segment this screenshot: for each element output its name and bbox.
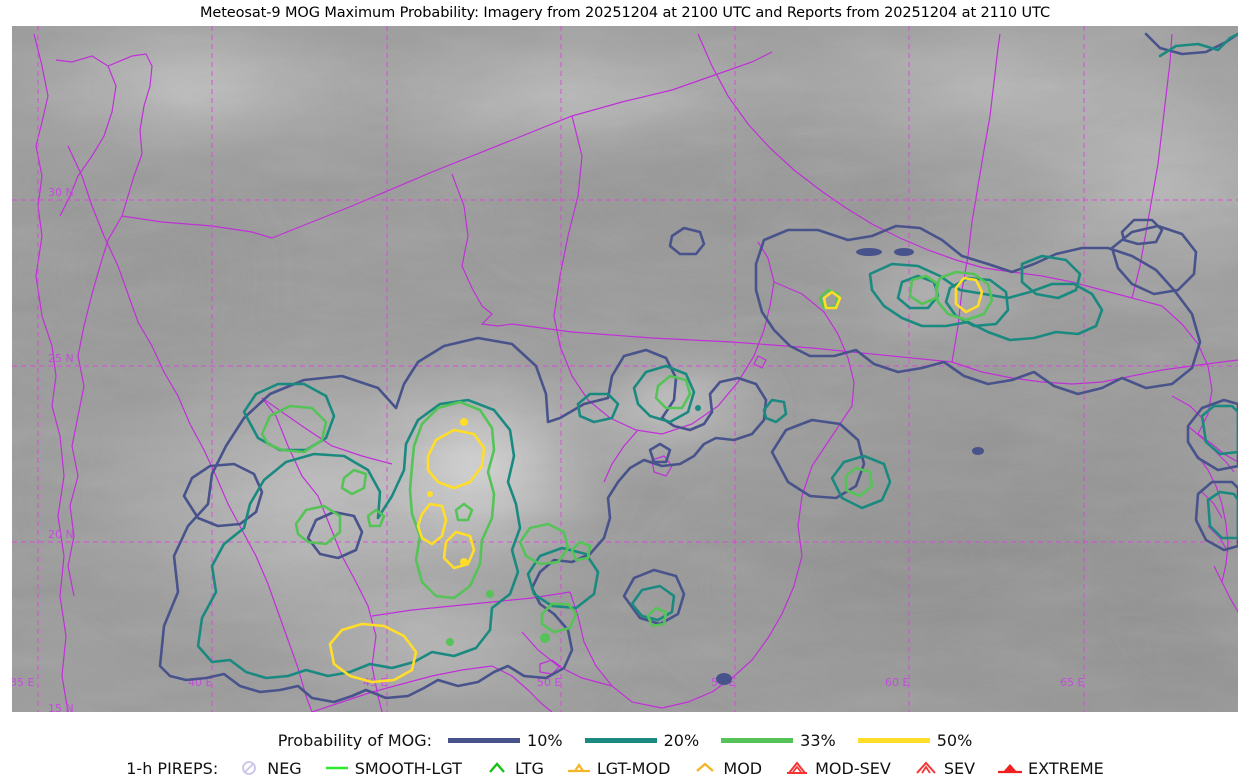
legend-entry-pirep-extreme[interactable]: EXTREME	[995, 758, 1104, 778]
legend-label-mod-sev: MOD-SEV	[815, 758, 891, 778]
legend-panel: Probability of MOG: 10% 20% 33% 50% 1-h …	[0, 712, 1250, 782]
legend-caption-mog: Probability of MOG:	[277, 730, 433, 750]
legend-swatch-20pct	[584, 737, 657, 743]
mod-chevron-icon	[690, 758, 720, 778]
legend-swatch-10pct	[448, 737, 521, 743]
contour-group-10pct	[158, 32, 1238, 704]
satellite-map-panel[interactable]: 30 N 25 N 20 N 15 N 35 E 40 E 45 E 50 E …	[12, 26, 1238, 712]
legend-label-sev: SEV	[943, 758, 976, 778]
legend-caption-pireps: 1-h PIREPS:	[126, 758, 219, 778]
legend-label-extreme: EXTREME	[1028, 758, 1104, 778]
sev-chevron-icon	[911, 758, 941, 778]
ltg-chevron-icon	[482, 758, 512, 778]
grid-label-lat-15n: 15 N	[48, 702, 74, 712]
grid-label-lon-65e: 65 E	[1060, 676, 1084, 689]
legend-entry-pirep-lgt-mod[interactable]: LGT-MOD	[564, 758, 671, 778]
mod-sev-peak-line-icon	[782, 758, 812, 778]
extreme-filled-triangle-icon	[995, 758, 1025, 778]
legend-label-50pct: 50%	[936, 730, 973, 750]
legend-label-smooth-lgt: SMOOTH-LGT	[354, 758, 462, 778]
legend-label-ltg: LTG	[514, 758, 544, 778]
legend-swatch-33pct	[721, 737, 794, 743]
political-borders-layer	[33, 33, 1238, 712]
legend-entry-mog-50[interactable]: 50%	[857, 730, 973, 750]
contour-group-33pct	[260, 270, 994, 634]
legend-label-lgt-mod: LGT-MOD	[596, 758, 671, 778]
legend-row-pireps: 1-h PIREPS: NEG SMOOTH-LGT	[0, 756, 1250, 780]
legend-row-mog: Probability of MOG: 10% 20% 33% 50%	[0, 728, 1250, 752]
grid-label-lon-50e: 50 E	[537, 676, 561, 689]
grid-label-lat-30n: 30 N	[48, 186, 74, 199]
legend-label-neg: NEG	[267, 758, 302, 778]
legend-entry-mog-20[interactable]: 20%	[584, 730, 700, 750]
ir-grain-layer	[12, 26, 1238, 712]
legend-entry-pirep-sev[interactable]: SEV	[911, 758, 975, 778]
legend-entry-pirep-mod[interactable]: MOD	[690, 758, 762, 778]
grid-label-lat-20n: 20 N	[48, 528, 74, 541]
legend-swatch-50pct	[857, 737, 930, 743]
legend-label-33pct: 33%	[800, 730, 836, 750]
contour-group-50pct	[328, 276, 984, 684]
legend-entry-mog-33[interactable]: 33%	[721, 731, 836, 750]
legend-entry-pirep-neg[interactable]: NEG	[234, 758, 302, 778]
lgt-mod-peak-line-icon	[564, 758, 594, 778]
legend-label-10pct: 10%	[527, 730, 563, 750]
legend-label-mod: MOD	[723, 758, 763, 778]
smooth-lgt-line-icon	[322, 758, 352, 778]
grid-label-lon-60e: 60 E	[885, 676, 909, 689]
contour-small-cells	[446, 248, 984, 685]
map-canvas[interactable]: 30 N 25 N 20 N 15 N 35 E 40 E 45 E 50 E …	[12, 26, 1238, 712]
page-title: Meteosat-9 MOG Maximum Probability: Imag…	[199, 5, 1050, 21]
legend-entry-mog-10[interactable]: 10%	[448, 731, 563, 750]
legend-entry-pirep-smooth-lgt[interactable]: SMOOTH-LGT	[322, 758, 462, 778]
legend-label-20pct: 20%	[663, 730, 700, 750]
legend-entry-pirep-ltg[interactable]: LTG	[482, 758, 544, 778]
legend-entry-pirep-mod-sev[interactable]: MOD-SEV	[782, 758, 891, 778]
title-bar: Meteosat-9 MOG Maximum Probability: Imag…	[0, 0, 1250, 26]
neg-slashed-circle-icon	[234, 758, 264, 778]
grid-label-lon-35e: 35 E	[12, 676, 34, 689]
grid-label-lat-25n: 25 N	[48, 352, 74, 365]
graticule-layer: 30 N 25 N 20 N 15 N 35 E 40 E 45 E 50 E …	[12, 26, 1238, 712]
